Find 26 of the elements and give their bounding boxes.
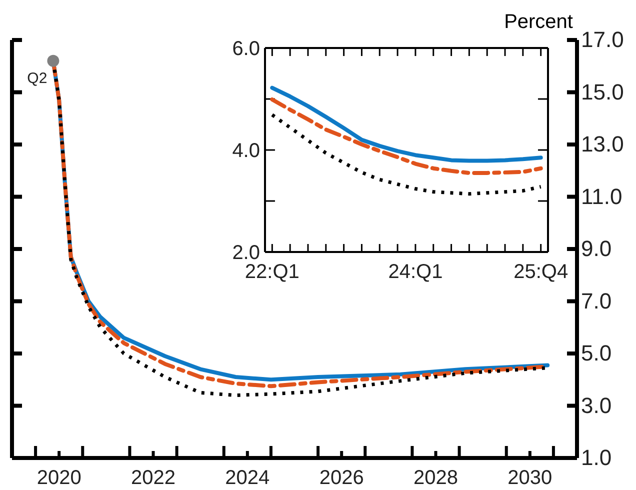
- y-tick-label: 13.0: [581, 132, 624, 156]
- y-tick-label: 4.0: [232, 140, 260, 162]
- y-tick-label: 5.0: [581, 340, 612, 366]
- y-tick-label: 17.0: [581, 27, 624, 52]
- y-tick-label: 6.0: [232, 38, 260, 60]
- x-tick-label: 2030: [508, 467, 552, 489]
- y-tick-label: 9.0: [581, 236, 612, 261]
- x-tick-label: 2028: [414, 467, 458, 489]
- line-series: [270, 86, 543, 163]
- x-tick-label: 2020: [36, 467, 82, 489]
- line-series: [270, 113, 543, 196]
- line-series: [270, 98, 543, 175]
- annotation: Q2: [27, 70, 48, 87]
- y-axis-title: Percent: [504, 11, 574, 33]
- y-tick-label: 1.0: [581, 445, 612, 470]
- y-tick-label: 15.0: [581, 79, 624, 104]
- x-tick-label: 25:Q4: [514, 261, 568, 283]
- y-tick-label: 2.0: [232, 242, 260, 264]
- x-tick-label: 24:Q1: [388, 261, 443, 283]
- y-tick-label: 3.0: [581, 392, 612, 418]
- y-tick-label: 11.0: [581, 184, 622, 209]
- x-tick-label: 2024: [225, 467, 270, 489]
- x-tick-label: 22:Q1: [244, 261, 300, 283]
- x-tick-label: 2022: [131, 467, 176, 489]
- y-tick-label: 7.0: [581, 288, 612, 314]
- x-tick-label: 2026: [319, 467, 364, 489]
